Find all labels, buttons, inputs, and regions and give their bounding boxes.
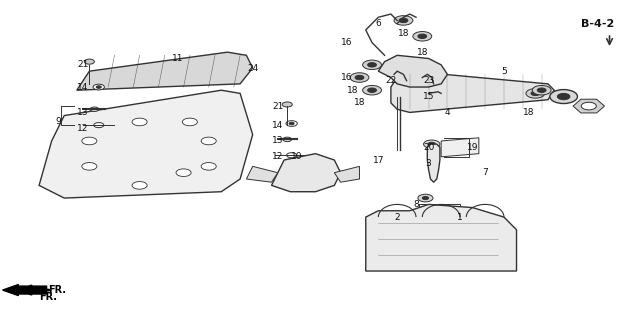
Text: FR.: FR. (49, 285, 66, 295)
Circle shape (286, 121, 297, 126)
Circle shape (176, 169, 191, 177)
Circle shape (85, 59, 95, 64)
Polygon shape (246, 166, 278, 182)
Text: 5: 5 (501, 67, 507, 76)
Circle shape (286, 153, 297, 158)
Text: 13: 13 (272, 136, 283, 146)
Text: 12: 12 (78, 124, 89, 133)
Text: 18: 18 (416, 48, 428, 57)
Circle shape (182, 118, 198, 126)
Circle shape (418, 34, 427, 38)
Text: 16: 16 (341, 38, 353, 47)
Circle shape (289, 122, 294, 125)
Text: 24: 24 (247, 63, 258, 73)
Text: 10: 10 (291, 152, 302, 161)
Text: B-4-2: B-4-2 (581, 19, 614, 28)
Circle shape (394, 16, 413, 25)
Text: 18: 18 (398, 28, 409, 38)
Circle shape (132, 118, 147, 126)
Text: 19: 19 (467, 143, 478, 152)
Polygon shape (573, 99, 604, 113)
Text: 2: 2 (394, 212, 400, 222)
Text: 13: 13 (78, 108, 89, 117)
Circle shape (363, 60, 382, 69)
Circle shape (423, 140, 440, 148)
Text: 16: 16 (341, 73, 353, 82)
Circle shape (537, 88, 546, 92)
Circle shape (418, 194, 433, 202)
Circle shape (90, 107, 99, 111)
Text: 18: 18 (354, 99, 365, 108)
Circle shape (350, 73, 369, 82)
Circle shape (363, 85, 382, 95)
Circle shape (201, 137, 216, 145)
Text: 15: 15 (423, 92, 434, 101)
Circle shape (399, 18, 408, 23)
Circle shape (422, 196, 428, 200)
Circle shape (581, 102, 596, 110)
Circle shape (415, 209, 433, 219)
Polygon shape (379, 55, 447, 87)
Circle shape (531, 91, 540, 96)
Text: 23: 23 (423, 76, 434, 85)
Circle shape (368, 88, 377, 92)
Circle shape (413, 32, 432, 41)
Polygon shape (77, 52, 252, 90)
Text: 7: 7 (482, 168, 488, 177)
Circle shape (557, 93, 570, 100)
Text: 1: 1 (457, 212, 463, 222)
Circle shape (550, 90, 577, 104)
Circle shape (526, 89, 545, 98)
Circle shape (355, 75, 364, 80)
Text: 17: 17 (372, 156, 384, 164)
Text: FR.: FR. (39, 292, 57, 302)
Text: 14: 14 (272, 121, 283, 130)
Text: 20: 20 (423, 143, 434, 152)
Circle shape (201, 163, 216, 170)
Text: 18: 18 (348, 86, 359, 95)
Circle shape (82, 163, 97, 170)
FancyArrow shape (3, 284, 47, 296)
Text: 4: 4 (445, 108, 451, 117)
Polygon shape (391, 71, 554, 112)
Circle shape (132, 181, 147, 189)
Text: 6: 6 (375, 19, 381, 28)
Polygon shape (271, 154, 341, 192)
Circle shape (368, 63, 377, 67)
Text: 8: 8 (413, 200, 419, 209)
Text: 9: 9 (55, 117, 61, 126)
Circle shape (282, 102, 292, 107)
Text: 14: 14 (78, 83, 89, 92)
Text: 11: 11 (172, 54, 183, 63)
Text: 22: 22 (386, 76, 396, 85)
Circle shape (283, 137, 292, 142)
Circle shape (82, 137, 97, 145)
Text: 21: 21 (272, 101, 283, 111)
Circle shape (94, 123, 103, 128)
Circle shape (420, 212, 428, 216)
Text: 3: 3 (426, 159, 432, 168)
Polygon shape (334, 166, 360, 182)
Text: 21: 21 (78, 60, 89, 69)
Polygon shape (39, 90, 252, 198)
Polygon shape (366, 204, 517, 271)
Polygon shape (427, 144, 440, 182)
Polygon shape (441, 138, 479, 157)
Text: 12: 12 (272, 152, 283, 161)
Circle shape (532, 85, 551, 95)
Text: 18: 18 (523, 108, 535, 117)
Circle shape (97, 86, 102, 88)
Circle shape (93, 84, 104, 90)
Circle shape (428, 142, 435, 146)
